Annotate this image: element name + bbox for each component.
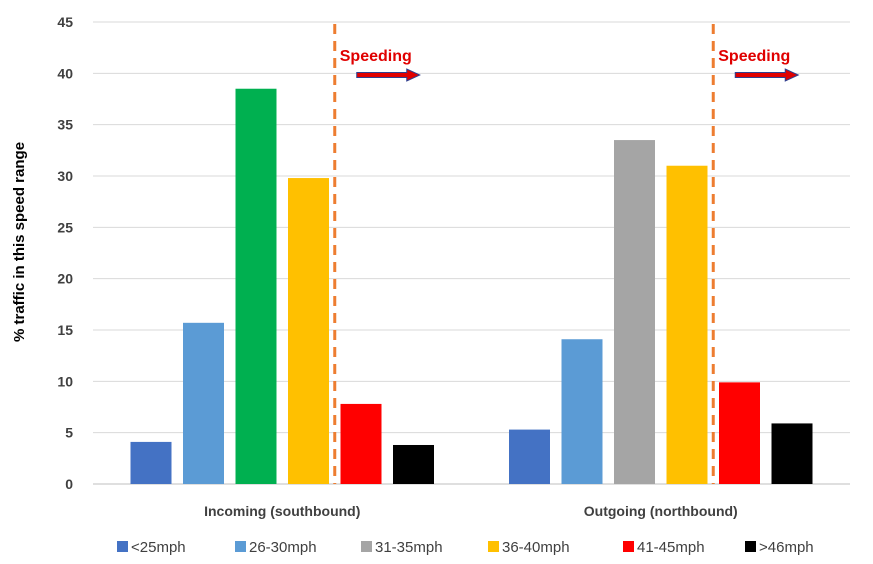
speeding-arrow-icon [734,68,800,82]
bar[interactable] [340,403,382,484]
legend: <25mph 26-30mph 31-35mph 36-40mph 41-45mph >4… [117,539,814,556]
y-tick-label: 0 [65,476,73,492]
y-tick-label: 25 [57,219,73,235]
category-label: Incoming (southbound) [204,503,360,519]
category-labels: Incoming (southbound) Outgoing (northboun… [204,503,738,519]
bar[interactable] [393,444,434,484]
speeding-annotations: Speeding Speeding [333,24,800,484]
legend-swatch [745,541,756,552]
legend-label: 26-30mph [249,539,317,556]
speeding-arrow-icon [356,68,421,82]
legend-swatch [361,541,372,552]
legend-swatch [117,541,128,552]
bar[interactable] [771,423,813,484]
bar[interactable] [666,165,708,484]
y-tick-label: 5 [65,425,73,441]
bar[interactable] [509,429,550,484]
legend-swatch [488,541,499,552]
bar[interactable] [719,382,760,484]
category-label: Outgoing (northbound) [584,503,738,519]
bar[interactable] [614,140,655,485]
bar[interactable] [235,88,277,484]
y-tick-label: 15 [57,322,73,338]
legend-swatch [623,541,634,552]
legend-label: 41-45mph [637,539,705,556]
y-tick-label: 20 [57,271,73,287]
speeding-label: Speeding [718,48,790,65]
bar[interactable] [130,441,172,484]
legend-label: 36-40mph [502,539,570,556]
speeding-label: Speeding [340,48,412,65]
y-tick-label: 40 [57,65,73,81]
y-axis-label: % traffic in this speed range [11,142,28,342]
legend-label: 31-35mph [375,539,443,556]
y-axis-ticks: 0 5 10 15 20 25 30 35 40 45 [57,14,73,492]
legend-label: <25mph [131,539,186,556]
bar[interactable] [288,178,329,484]
y-tick-label: 45 [57,14,73,30]
bars [130,88,813,485]
y-tick-label: 30 [57,168,73,184]
y-tick-label: 35 [57,117,73,133]
y-tick-label: 10 [57,373,73,389]
bar[interactable] [183,322,224,484]
legend-swatch [235,541,246,552]
bar[interactable] [561,339,603,484]
legend-label: >46mph [759,539,814,556]
